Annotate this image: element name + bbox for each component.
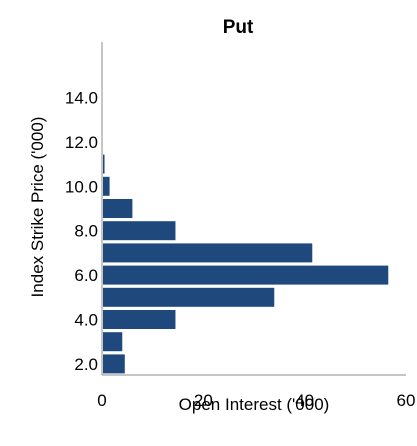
y-tick-label: 6.0 <box>74 266 98 285</box>
y-tick-label: 10.0 <box>65 177 98 196</box>
y-tick-label: 2.0 <box>74 355 98 374</box>
bar <box>103 310 176 329</box>
bars-layer <box>103 154 389 374</box>
x-tick-label: 0 <box>97 391 106 410</box>
axes-layer <box>101 42 406 376</box>
bar <box>103 176 110 196</box>
bar <box>103 332 123 352</box>
y-tick-label: 8.0 <box>74 222 98 241</box>
y-tick-label: 4.0 <box>74 311 98 330</box>
x-tick-labels: 0 20 40 60 <box>97 391 415 410</box>
y-tick-label: 12.0 <box>65 133 98 152</box>
bar <box>103 199 133 218</box>
bar <box>103 243 313 263</box>
x-axis-title: Open Interest ('000) <box>179 395 330 414</box>
chart-title: Put <box>223 17 254 38</box>
x-tick-label: 40 <box>295 391 314 410</box>
y-axis-title: Index Strike Price ('000) <box>28 117 47 298</box>
bar <box>103 287 275 307</box>
x-tick-label: 60 <box>397 391 416 410</box>
bar <box>103 354 125 374</box>
y-tick-labels: 2.0 4.0 6.0 8.0 10.0 12.0 14.0 <box>65 89 98 374</box>
x-tick-label: 20 <box>194 391 213 410</box>
bar <box>103 154 105 174</box>
y-tick-label: 14.0 <box>65 89 98 108</box>
bar <box>103 265 389 285</box>
bar <box>103 221 176 241</box>
